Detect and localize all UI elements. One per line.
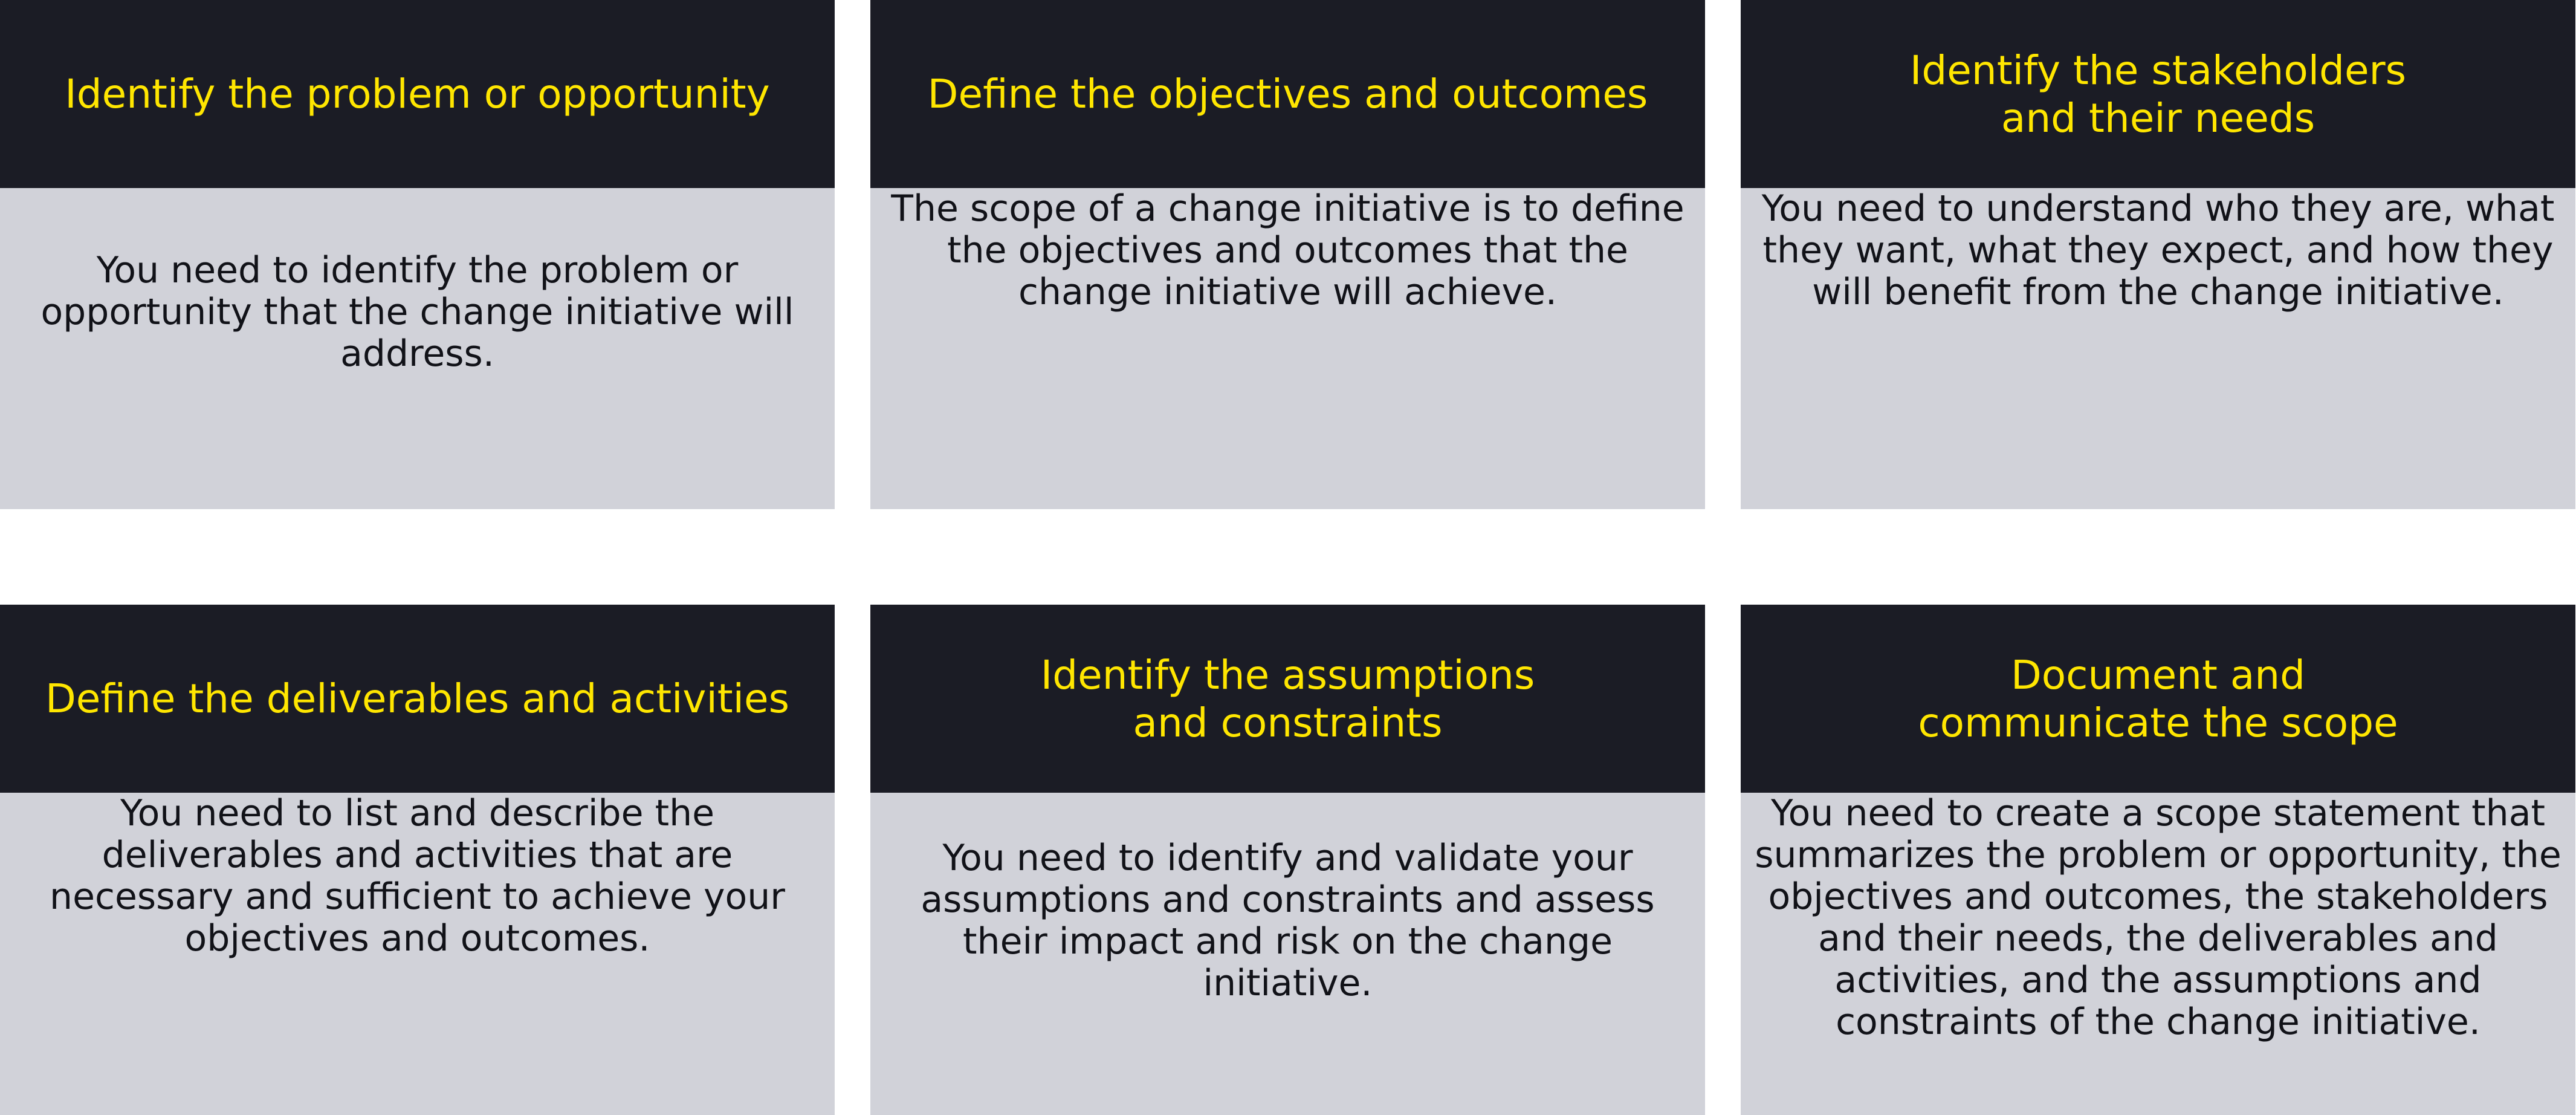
card-description: You need to understand who they are, wha… <box>1761 187 2555 313</box>
card-title: Document and communicate the scope <box>1918 651 2398 746</box>
card-title: Identify the stakeholders and their need… <box>1909 47 2407 141</box>
card-description: You need to identify and validate your a… <box>921 837 1655 1004</box>
card-identify-stakeholders: Identify the stakeholders and their need… <box>1741 0 2575 509</box>
card-body: You need to list and describe the delive… <box>0 793 835 1115</box>
card-header: Identify the assumptions and constraints <box>870 605 1705 793</box>
card-description: You need to list and describe the delive… <box>50 792 785 960</box>
card-header: Define the objectives and outcomes <box>870 0 1705 188</box>
card-define-objectives: Define the objectives and outcomes The s… <box>870 0 1705 509</box>
card-document-scope: Document and communicate the scope You n… <box>1741 605 2575 1115</box>
card-header: Identify the problem or opportunity <box>0 0 835 188</box>
card-body: You need to identify and validate your a… <box>870 793 1705 1115</box>
card-body: You need to understand who they are, wha… <box>1741 188 2575 509</box>
card-identify-assumptions: Identify the assumptions and constraints… <box>870 605 1705 1115</box>
card-title: Define the objectives and outcomes <box>927 71 1648 117</box>
card-identify-problem: Identify the problem or opportunity You … <box>0 0 835 509</box>
card-header: Identify the stakeholders and their need… <box>1741 0 2575 188</box>
card-define-deliverables: Define the deliverables and activities Y… <box>0 605 835 1115</box>
card-title: Identify the assumptions and constraints <box>1040 651 1535 746</box>
card-description: The scope of a change initiative is to d… <box>891 187 1684 313</box>
card-header: Define the deliverables and activities <box>0 605 835 793</box>
card-header: Document and communicate the scope <box>1741 605 2575 793</box>
card-body: The scope of a change initiative is to d… <box>870 188 1705 509</box>
card-description: You need to identify the problem or oppo… <box>40 249 794 375</box>
card-description: You need to create a scope statement tha… <box>1755 792 2561 1043</box>
card-title: Define the deliverables and activities <box>45 675 790 722</box>
card-body: You need to create a scope statement tha… <box>1741 793 2575 1115</box>
card-title: Identify the problem or opportunity <box>65 71 770 117</box>
card-body: You need to identify the problem or oppo… <box>0 188 835 509</box>
